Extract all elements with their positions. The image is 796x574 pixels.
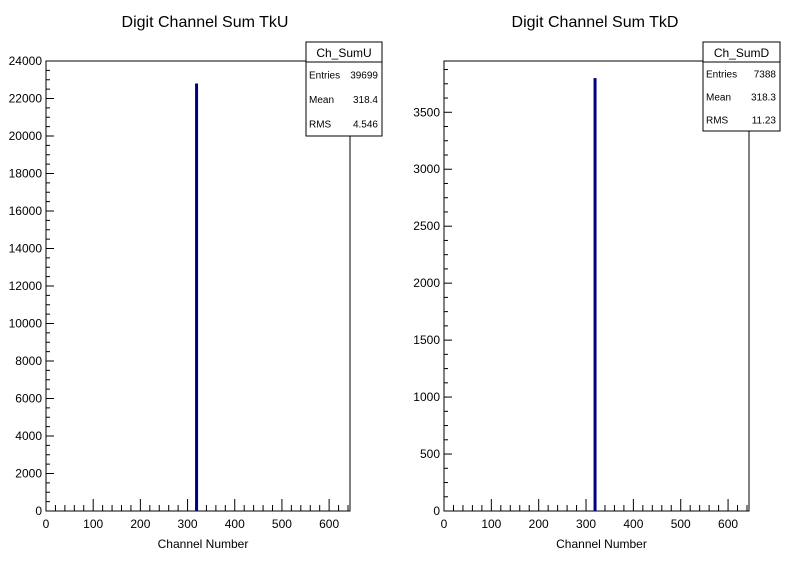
y-tick-label: 0: [433, 504, 440, 518]
y-tick-label: 3500: [413, 105, 440, 119]
stats-label: Entries: [706, 70, 737, 81]
stats-label: Entries: [309, 70, 340, 81]
stats-box-frame: [305, 41, 383, 137]
stats-value: 7388: [754, 70, 777, 81]
x-tick-label: 300: [576, 517, 596, 531]
y-tick-label: 1000: [413, 390, 440, 404]
stats-box-frame: [702, 41, 781, 132]
y-tick-label: 24000: [9, 54, 43, 68]
stats-box: Ch_SumU Entries 39699 Mean 318.4 RMS 4.546: [305, 41, 383, 137]
y-tick-label: 2500: [413, 219, 440, 233]
y-tick-label: 1500: [413, 333, 440, 347]
y-tick-label: 14000: [9, 242, 43, 256]
x-tick-label: 400: [623, 517, 643, 531]
y-tick-label: 22000: [9, 92, 43, 106]
stats-label: RMS: [309, 120, 332, 131]
chart-title: Digit Channel Sum TkU: [122, 14, 289, 31]
y-tick-label: 16000: [9, 204, 43, 218]
stats-box-title: Ch_SumU: [316, 46, 371, 60]
histogram-bar: [195, 83, 199, 511]
histogram-pad-tku: Digit Channel Sum TkU 0 100 200 300 400 500 600…: [9, 14, 383, 551]
y-tick-label: 500: [420, 447, 440, 461]
stats-box: Ch_SumD Entries 7388 Mean 318.3 RMS 11.23: [702, 41, 781, 132]
x-tick-label: 100: [481, 517, 501, 531]
x-tick-label: 600: [319, 517, 339, 531]
stats-value: 39699: [350, 70, 378, 81]
stats-label: Mean: [309, 95, 334, 106]
stats-value: 318.4: [353, 95, 378, 106]
x-tick-label: 500: [272, 517, 292, 531]
y-tick-label: 18000: [9, 167, 43, 181]
x-tick-label: 600: [718, 517, 738, 531]
chart-title: Digit Channel Sum TkD: [512, 14, 679, 31]
y-tick-label: 12000: [9, 279, 43, 293]
histogram-pad-tkd: Digit Channel Sum TkD 0 100 200 300 400 500 600…: [413, 14, 781, 551]
stats-label: RMS: [706, 116, 729, 127]
y-tick-label: 2000: [15, 467, 42, 481]
stats-label: Mean: [706, 93, 731, 104]
x-tick-label: 0: [441, 517, 448, 531]
y-tick-label: 2000: [413, 276, 440, 290]
stats-value: 318.3: [751, 93, 776, 104]
x-tick-label: 200: [130, 517, 150, 531]
y-tick-label: 3000: [413, 162, 440, 176]
y-tick-label: 6000: [15, 392, 42, 406]
x-tick-label: 200: [529, 517, 549, 531]
x-tick-label: 100: [83, 517, 103, 531]
y-tick-label: 10000: [9, 317, 43, 331]
y-tick-label: 0: [35, 504, 42, 518]
y-tick-label: 4000: [15, 429, 42, 443]
x-axis-label: Channel Number: [556, 537, 647, 551]
x-tick-label: 500: [671, 517, 691, 531]
y-tick-label: 20000: [9, 129, 43, 143]
x-tick-label: 400: [225, 517, 245, 531]
y-tick-label: 8000: [15, 354, 42, 368]
stats-box-title: Ch_SumD: [714, 46, 770, 60]
stats-value: 4.546: [353, 120, 378, 131]
x-tick-label: 0: [43, 517, 50, 531]
x-axis-label: Channel Number: [158, 537, 249, 551]
histogram-bar: [593, 78, 597, 511]
stats-value: 11.23: [752, 116, 777, 127]
x-tick-label: 300: [178, 517, 198, 531]
